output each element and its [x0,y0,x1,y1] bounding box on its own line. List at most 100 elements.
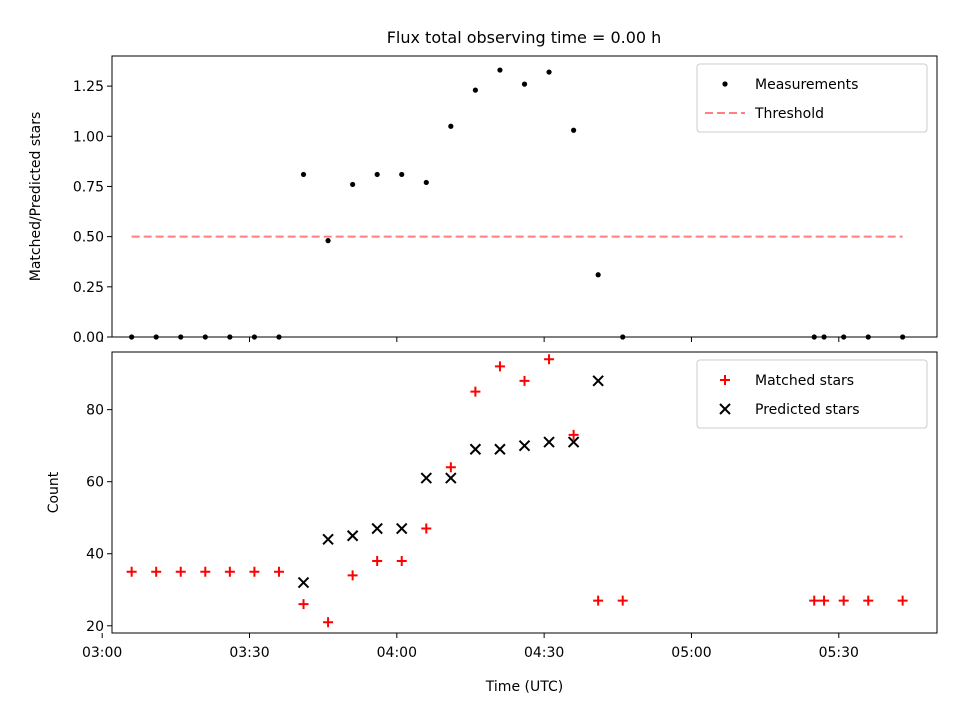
measurement-point [227,334,233,340]
legend-box [696,63,928,133]
y-tick-label: 0.75 [73,179,104,195]
measurement-point [620,334,626,340]
predicted-star-point [543,436,555,448]
measurement-point [448,123,454,129]
y-tick-label: 20 [86,619,104,635]
legend-predicted-swatch [719,403,731,415]
legend: Matched stars Predicted stars [696,359,928,429]
legend-label: Measurements [755,77,858,93]
measurement-point [153,334,159,340]
matched-star-point [617,595,628,606]
measurement-point [300,171,307,178]
y-tick-label: 60 [86,475,104,491]
y-tick-label: 1.25 [73,79,104,95]
predicted-star-point [445,472,457,484]
predicted-star-point [396,522,408,535]
predicted-star-point [469,443,482,455]
top-panel: 0.00 0.25 0.50 0.75 1.00 1.25 Matched/Predicte… [28,55,938,346]
matched-star-point [273,566,284,577]
x-tick-label: 04:00 [377,645,417,661]
matched-star-point [323,617,334,628]
y-tick-label: 0.50 [73,230,104,246]
predicted-star-point [494,443,506,455]
x-tick-label: 05:30 [819,645,859,661]
y-axis-label: Matched/Predicted stars [28,112,44,282]
matched-star-point [494,361,505,372]
measurement-point [811,334,817,340]
measurement-point [178,334,184,340]
measurement-point [571,127,577,133]
measurement-point [900,334,906,340]
measurement-point [374,171,380,178]
y-tick-label: 40 [86,547,104,563]
matched-star-point [470,386,481,397]
y-axis-label: Count [46,471,62,513]
measurement-point [821,334,827,340]
legend-box [696,359,928,429]
matched-star-point [897,595,908,606]
measurement-point [841,334,847,340]
matched-star-point [593,595,604,606]
matched-star-point [809,595,820,606]
measurement-point [202,334,208,340]
measurement-point [521,81,528,87]
matched-star-point [298,599,309,610]
matched-star-point [224,566,235,577]
x-tick-label: 03:00 [82,645,122,661]
x-axis-label: Time (UTC) [485,679,563,695]
measurement-point [423,179,429,186]
measurement-point [350,181,356,188]
y-tick-label: 1.00 [73,129,104,145]
matched-star-point [445,462,456,473]
measurement-point [472,87,478,93]
measurement-point [276,334,282,340]
legend-measurement-swatch [722,81,728,87]
x-tick-label: 05:00 [671,645,711,661]
matched-star-point [863,595,874,606]
matched-star-point [544,354,555,365]
measurement-point [251,334,258,340]
x-tick-label: 04:30 [524,645,564,661]
axes-frame [111,55,938,338]
legend-matched-swatch [720,375,730,385]
predicted-star-point [322,533,334,546]
matched-star-point [126,566,137,577]
bottom-panel: 20 40 60 80 03:00 03:30 04:00 04:30 05:00 05:30 Co… [46,351,938,695]
measurement-point [129,334,135,340]
legend-label: Matched stars [755,373,854,389]
predicted-star-point [567,436,580,448]
matched-star-point [421,523,432,534]
matched-star-point [568,429,579,440]
axes-frame [111,351,938,634]
y-tick-label: 0.00 [73,330,104,346]
measurement-point [865,334,871,340]
predicted-star-point [371,522,383,535]
x-tick-label: 03:30 [229,645,269,661]
matched-star-point [347,570,358,581]
matched-star-point [200,566,211,577]
measurement-point [497,67,503,73]
matched-star-point [249,566,260,577]
legend: Measurements Threshold [696,63,928,133]
y-tick-label: 0.25 [73,280,104,296]
matched-star-point [838,595,849,606]
measurement-point [595,272,601,278]
predicted-star-point [420,472,432,484]
measurement-point [399,171,405,178]
matched-star-point [519,375,530,386]
matched-star-point [372,555,383,566]
measurement-point [546,69,552,75]
predicted-star-point [592,375,604,387]
predicted-star-point [297,576,310,589]
matched-star-point [151,566,162,577]
chart-title: Flux total observing time = 0.00 h [387,28,662,47]
matched-star-point [396,555,407,566]
y-tick-label: 80 [86,403,104,419]
legend-label: Threshold [754,106,824,122]
legend-label: Predicted stars [755,402,860,418]
matched-star-point [819,595,830,606]
predicted-star-point [346,530,359,542]
matched-star-point [175,566,186,577]
predicted-star-point [518,439,531,452]
